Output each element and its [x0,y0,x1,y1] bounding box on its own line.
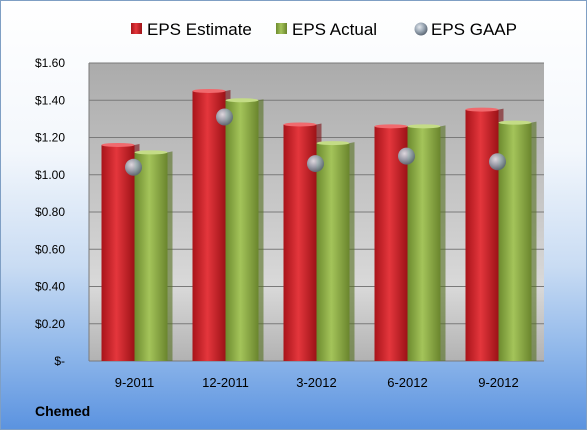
gaap-marker [125,158,142,176]
legend-swatch [414,22,428,36]
gaap-markers [125,108,506,176]
bar-top [283,122,317,127]
bar-side [167,151,173,361]
estimate-bar [192,90,226,361]
x-tick-label: 3-2012 [296,375,336,390]
legend-label: EPS Actual [292,20,377,39]
bar-side [531,121,537,361]
legend-label: EPS GAAP [431,20,517,39]
y-tick-label: $1.40 [35,93,65,107]
y-tick-label: $0.80 [35,205,65,219]
bar-top [498,120,532,125]
y-tick-label: $0.40 [35,280,65,294]
bar-top [374,124,408,129]
actual-bar [316,143,350,361]
gaap-marker [398,147,415,165]
x-tick-label: 12-2011 [202,375,249,390]
bar-top [134,150,168,155]
gaap-marker [307,155,324,173]
bars [101,88,537,362]
y-tick-label: $1.60 [35,56,65,70]
actual-bar [225,100,259,361]
estimate-bar [465,109,499,361]
x-axis: 9-2011 12-2011 3-2012 6-2012 9-2012 [115,375,519,390]
bar-top [225,98,259,103]
legend-item: EPS GAAP [414,20,517,39]
legend-item: EPS Actual [276,20,377,39]
actual-bar [134,152,168,361]
bar-top [101,142,135,147]
y-axis: $- $0.20 $0.40 $0.60 $0.80 $1.00 $1.20 $1.40 $1.… [35,56,65,368]
bar-side [440,125,446,361]
company-name: Chemed [35,403,91,419]
x-tick-label: 9-2012 [478,375,518,390]
y-tick-label: $0.60 [35,242,65,256]
bar-top [465,107,499,112]
bar-side [349,142,355,361]
estimate-bar [101,144,135,361]
x-tick-label: 6-2012 [387,375,427,390]
bar-top [407,124,441,129]
legend-label: EPS Estimate [147,20,252,39]
y-tick-label: $- [54,354,65,368]
legend: EPS Estimate EPS Actual EPS GAAP [131,20,517,39]
legend-swatch [276,23,287,34]
bar-top [192,88,226,93]
bar-top [316,141,350,146]
x-tick-label: 9-2011 [115,375,155,390]
gaap-marker [489,153,506,171]
legend-item: EPS Estimate [131,20,252,39]
y-tick-label: $1.00 [35,168,65,182]
y-tick-label: $0.20 [35,317,65,331]
gaap-marker [216,108,233,126]
bar-side [258,99,264,361]
estimate-bar [374,126,408,361]
legend-swatch [131,23,142,34]
actual-bar [407,126,441,361]
y-tick-label: $1.20 [35,131,65,145]
